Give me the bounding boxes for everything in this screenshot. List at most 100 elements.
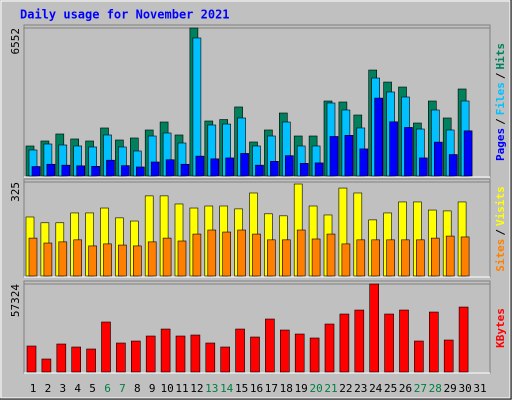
chart-title: Daily usage for November 2021 (20, 8, 230, 22)
x-tick-label: 24 (369, 382, 383, 395)
bar (371, 239, 381, 277)
x-tick-label: 12 (190, 382, 203, 395)
bar (91, 165, 100, 177)
bar (88, 245, 97, 277)
bar (145, 335, 156, 373)
y-tick-label: 57324 (9, 284, 22, 317)
legend-entry: Sites (494, 239, 507, 272)
bar (190, 334, 201, 373)
bar (369, 283, 380, 373)
bar (414, 340, 424, 373)
bar (192, 37, 202, 177)
bar (175, 335, 186, 373)
bar (136, 166, 145, 177)
bar (458, 306, 469, 373)
x-tick-label: 29 (444, 382, 457, 395)
legend-separator: / (494, 72, 507, 79)
bar (207, 229, 217, 277)
legend: Sites / Visits (494, 186, 507, 272)
bar (118, 244, 127, 277)
bar (265, 318, 275, 373)
x-tick-label: 19 (295, 382, 308, 395)
bar (401, 239, 410, 277)
bar (76, 165, 85, 177)
x-tick-label: 2 (45, 382, 52, 395)
bar (443, 339, 454, 373)
bar (344, 135, 354, 177)
x-tick-label: 28 (429, 382, 442, 395)
bar (131, 340, 141, 373)
bar (58, 241, 68, 277)
bar (28, 237, 38, 277)
legend: KBytes (494, 308, 507, 348)
bar (354, 309, 365, 373)
x-tick-label: 30 (458, 382, 471, 395)
bar (460, 236, 470, 277)
x-tick-label: 13 (205, 382, 218, 395)
bar (205, 342, 216, 373)
x-tick-label: 26 (399, 382, 412, 395)
bar (250, 336, 260, 373)
bar (41, 358, 52, 373)
bar (255, 164, 264, 177)
bar (147, 241, 157, 277)
bar (433, 141, 443, 177)
bar (106, 159, 115, 177)
bar (240, 153, 249, 177)
bar (101, 321, 111, 373)
bar (430, 237, 440, 277)
bar (73, 239, 82, 277)
bar (341, 243, 351, 277)
bar (222, 231, 231, 277)
bar (356, 239, 366, 277)
bar (299, 163, 309, 177)
x-tick-label: 15 (235, 382, 248, 395)
x-tick-label: 14 (220, 382, 234, 395)
bar (311, 238, 321, 277)
bar (61, 164, 71, 177)
bar (329, 136, 339, 177)
bar (150, 161, 160, 177)
bar (103, 243, 112, 277)
bar (56, 343, 67, 373)
bar (210, 158, 220, 177)
x-tick-label: 9 (149, 382, 156, 395)
x-tick-label: 6 (104, 382, 111, 395)
legend-entry: Visits (494, 186, 507, 226)
bar (463, 130, 473, 177)
x-tick-label: 16 (250, 382, 263, 395)
bar (162, 237, 172, 277)
x-tick-label: 31 (473, 382, 486, 395)
x-tick-label: 3 (59, 382, 66, 395)
bar (86, 348, 96, 373)
x-tick-label: 22 (339, 382, 352, 395)
bar (326, 233, 336, 277)
bar (160, 328, 171, 373)
bar (296, 229, 306, 277)
bar (195, 155, 205, 177)
legend-separator: / (494, 118, 507, 125)
bar (71, 346, 81, 373)
x-tick-label: 11 (175, 382, 188, 395)
y-tick-label: 6552 (9, 28, 22, 55)
bar (235, 328, 245, 373)
x-tick-label: 4 (74, 382, 81, 395)
x-tick-label: 7 (119, 382, 126, 395)
x-tick-label: 27 (414, 382, 427, 395)
bar (281, 239, 291, 277)
legend-entry: Hits (494, 43, 507, 70)
bar (43, 242, 53, 277)
legend-separator: / (494, 229, 507, 236)
x-tick-label: 5 (89, 382, 96, 395)
bar (359, 148, 369, 177)
bar (419, 157, 428, 177)
bar (294, 333, 305, 373)
bar (374, 97, 384, 177)
x-tick-label: 20 (309, 382, 322, 395)
bar (26, 345, 37, 373)
x-tick-label: 23 (354, 382, 367, 395)
bar (267, 239, 276, 277)
